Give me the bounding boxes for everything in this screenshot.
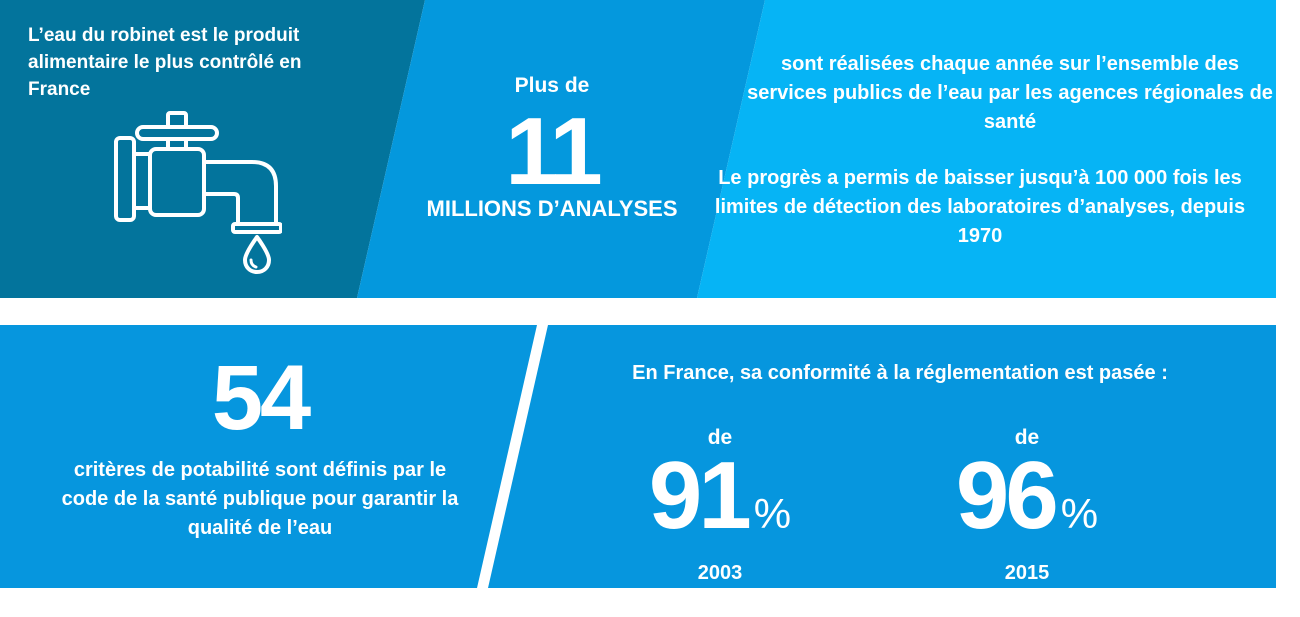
conformity-stat-2015: de 96% 2015 <box>907 424 1147 585</box>
analyses-description: sont réalisées chaque année sur l’ensemb… <box>747 53 1273 133</box>
stat-prefix: de <box>1014 426 1040 449</box>
tap-statement: L’eau du robinet est le produit alimenta… <box>28 25 302 100</box>
stat-value-wrap: 91% <box>600 448 840 558</box>
panel-mid-bg <box>357 0 765 298</box>
stat-year: 2015 <box>1004 562 1050 584</box>
panel-light-bg <box>697 0 1276 298</box>
analyses-prefix: Plus de <box>514 74 590 97</box>
stat-year: 2003 <box>697 562 743 584</box>
progress-description: Le progrès a permis de baisser jusqu’à 1… <box>714 167 1246 247</box>
analyses-number: 11 <box>505 98 602 205</box>
stat-value: 91 <box>648 442 752 549</box>
stat-prefix: de <box>707 426 733 449</box>
conformity-intro: En France, sa conformité à la réglementa… <box>632 362 1168 384</box>
percent-sign: % <box>1060 490 1099 537</box>
panel-dark-bg <box>0 0 425 298</box>
analyses-unit: MILLIONS D’ANALYSES <box>426 196 678 221</box>
panel-divider <box>477 325 548 588</box>
faucet-icon <box>114 111 282 274</box>
percent-sign: % <box>753 490 792 537</box>
criteria-number: 54 <box>211 347 311 449</box>
stat-value-wrap: 96% <box>907 448 1147 558</box>
conformity-stat-2003: de 91% 2003 <box>600 424 840 585</box>
stat-value: 96 <box>955 442 1059 549</box>
bottom-band-bg <box>0 325 1276 588</box>
criteria-description: critères de potabilité sont définis par … <box>61 459 459 539</box>
